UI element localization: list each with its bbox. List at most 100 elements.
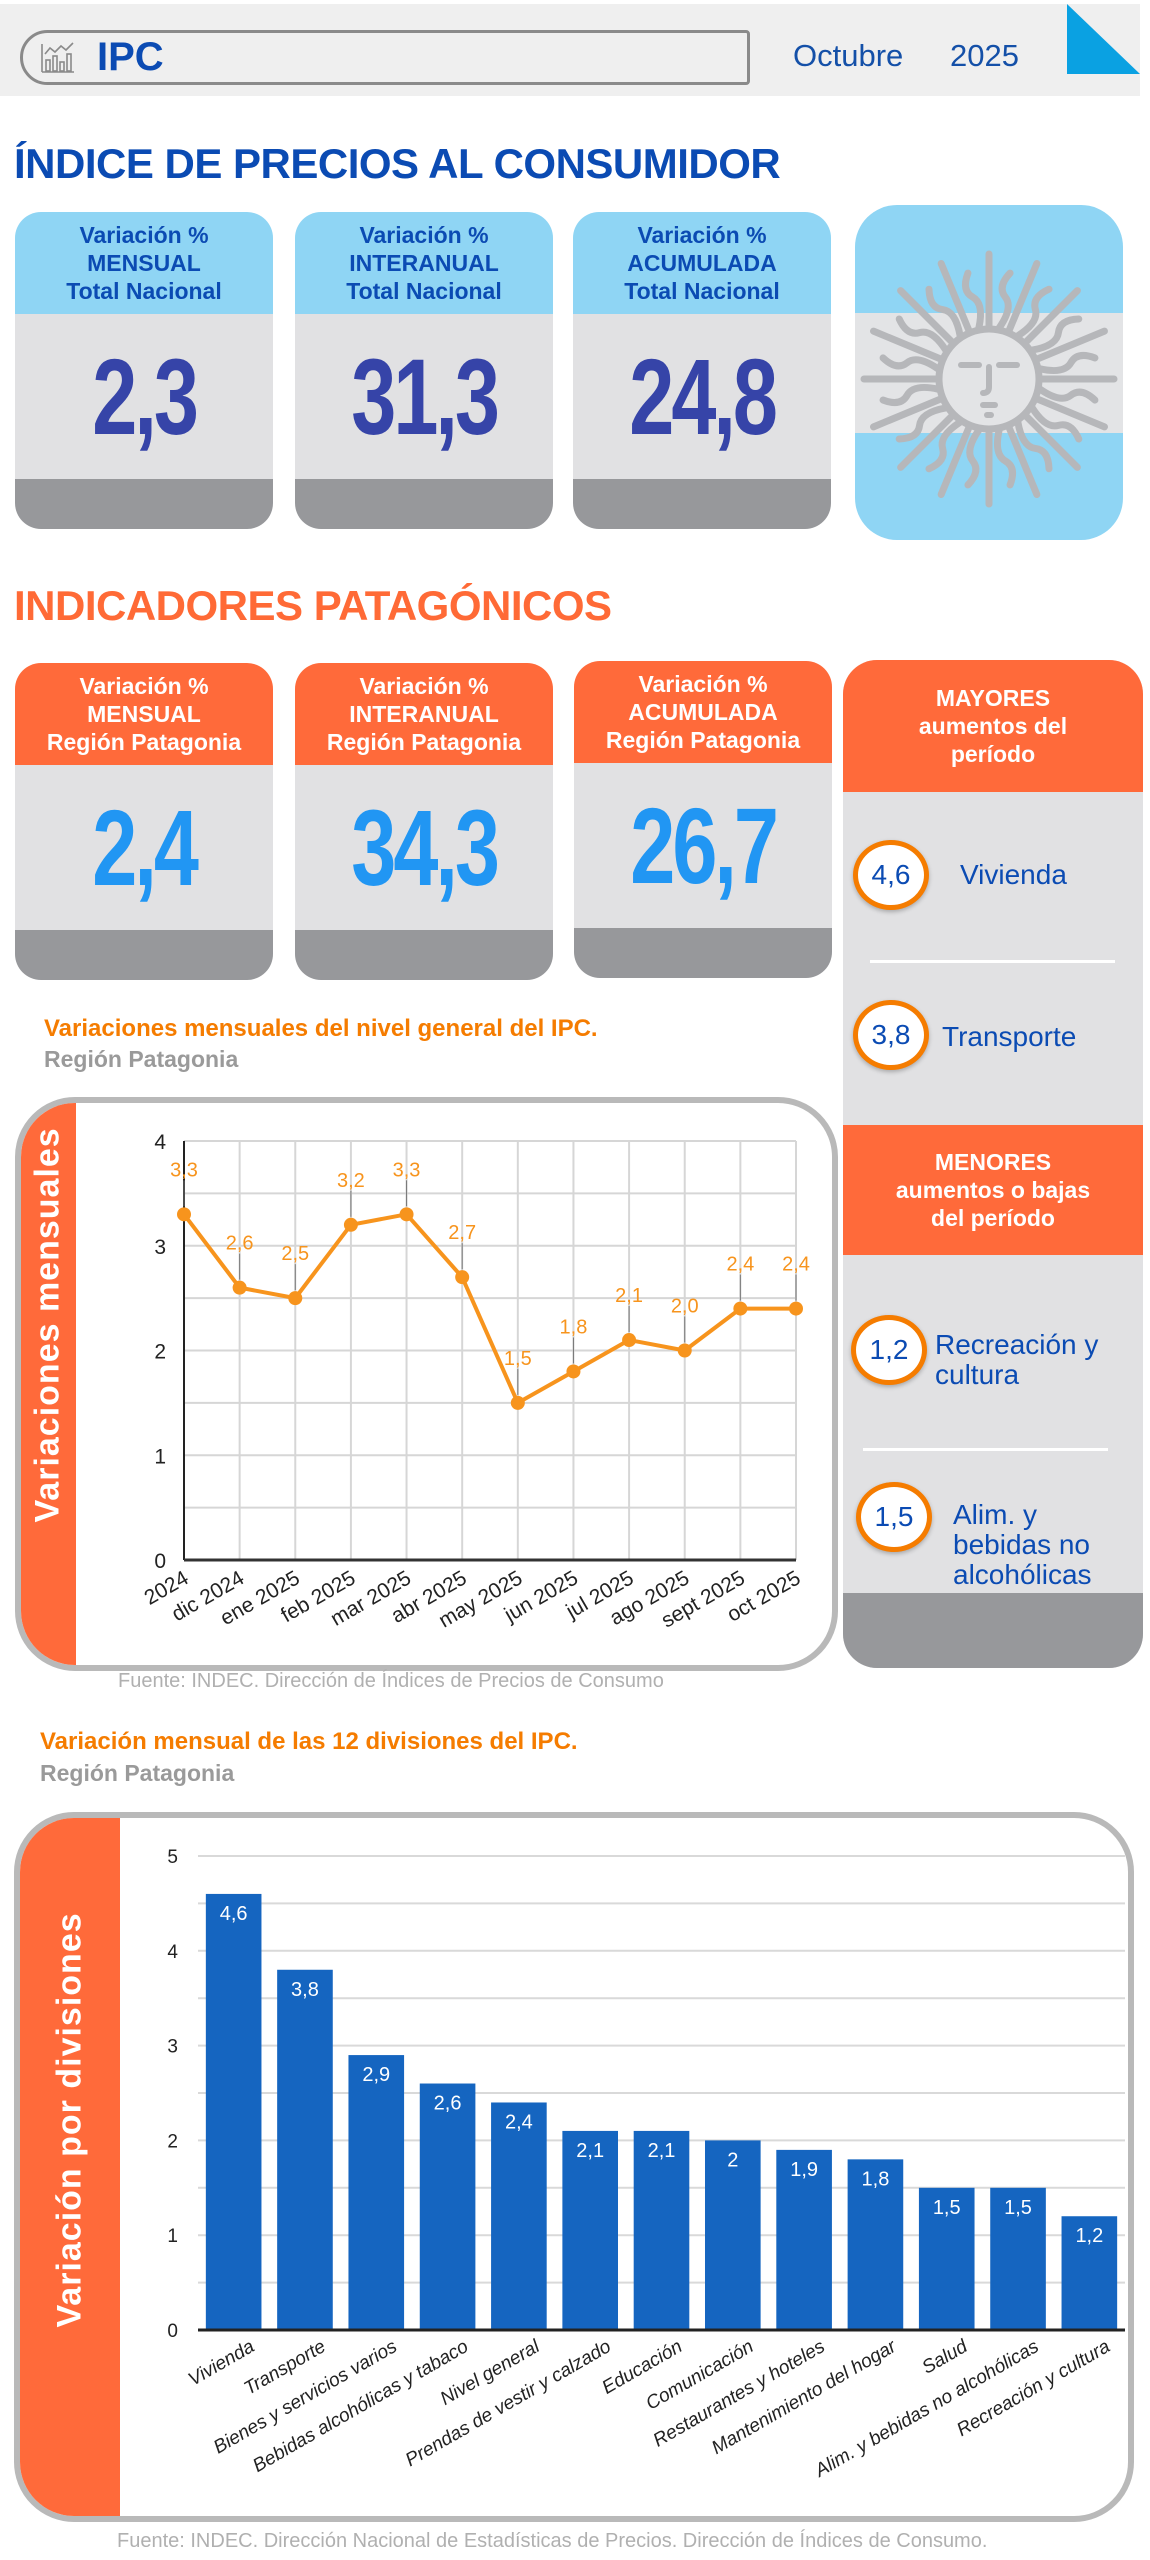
y-tick-label: 1: [167, 2226, 178, 2247]
line-chart-title: Variaciones mensuales del nivel general …: [44, 1015, 598, 1042]
bar: [633, 2130, 690, 2330]
kpi-value: 24,8: [629, 336, 778, 457]
kpi-label: MENSUAL: [87, 701, 201, 727]
kpi-card-patagonia-monthly: Variación % MENSUAL Región Patagonia 2,4: [15, 663, 273, 980]
data-label: 2,7: [448, 1222, 476, 1244]
sun-ray: [961, 269, 984, 332]
kpi-card-national-accumulated: Variación % ACUMULADA Total Nacional 24,…: [573, 212, 831, 529]
sun-features: [958, 362, 1020, 418]
bar-chart-title: Variación mensual de las 12 divisiones d…: [40, 1728, 578, 1755]
y-tick-label: 4: [154, 1131, 166, 1154]
bar-chart-source: Fuente: INDEC. Dirección Nacional de Est…: [117, 2530, 988, 2552]
bar-value-label: 2,4: [505, 2111, 533, 2133]
sun-ray: [925, 418, 964, 473]
bar: [990, 2187, 1046, 2330]
sun-rays: [860, 250, 1118, 508]
bar-value-label: 2,1: [576, 2140, 604, 2162]
bar-chart-side-tab: [20, 1818, 120, 2516]
data-label: 1,8: [560, 1316, 588, 1338]
y-tick-label: 3: [154, 1236, 166, 1259]
mayores-title: MAYORES: [935, 685, 1051, 711]
data-point: [510, 1395, 525, 1410]
sun-ray: [1036, 351, 1099, 374]
data-point: [455, 1270, 470, 1285]
bar-value-label: 2: [727, 2149, 738, 2171]
bar: [704, 2140, 761, 2330]
kpi-label: MENSUAL: [87, 250, 201, 276]
line-chart-frame: Variaciones mensuales 0 1 2 3 4 2024 dic 2024 e…: [15, 1097, 838, 1671]
kpi-label: Total Nacional: [624, 278, 780, 304]
kpi-label: INTERANUAL: [349, 701, 499, 727]
bar-value-label: 1,9: [790, 2159, 818, 2181]
kpi-label: Variación %: [79, 222, 209, 248]
menores-title: MENORES: [934, 1149, 1052, 1175]
kpi-card-patagonia-accumulated: Variación % ACUMULADA Región Patagonia 2…: [574, 661, 832, 978]
bar-value-label: 2,6: [434, 2093, 462, 2115]
sun-ray: [895, 404, 950, 443]
sun-ray: [1036, 385, 1099, 404]
kpi-label: Variación %: [79, 673, 209, 699]
kpi-label: Total Nacional: [346, 278, 502, 304]
bar-value-label: 2,9: [362, 2064, 390, 2086]
bar: [348, 2055, 405, 2330]
menores-subtitle: aumentos o bajas: [895, 1177, 1091, 1203]
kpi-value: 31,3: [351, 336, 500, 457]
bar: [1061, 2216, 1118, 2330]
bar-value-label: 3,8: [291, 1979, 319, 2001]
sol-de-mayo-icon: [860, 250, 1118, 508]
bar: [776, 2149, 832, 2330]
line-chart-ylabel: Variaciones mensuales: [28, 1127, 67, 1523]
bar-chart: 0123454,6Vivienda3,8Transporte2,9Bienes …: [167, 1847, 1125, 2482]
sun-ray: [870, 327, 945, 363]
sun-ray: [1014, 418, 1053, 473]
kpi-value: 34,3: [351, 787, 500, 908]
sun-ray: [1022, 412, 1081, 471]
chart-growth-icon: [41, 42, 74, 73]
mayores-value-badge: 3,8: [853, 1000, 929, 1070]
kpi-value: 2,3: [92, 336, 199, 457]
menores-header: MENORES aumentos o bajas del período: [843, 1125, 1143, 1255]
bar-value-label: 4,6: [220, 1903, 248, 1925]
data-point: [566, 1364, 581, 1379]
menores-division-label: Alim. y bebidas no alcohólicas: [953, 1499, 1092, 1590]
data-label: 3,2: [337, 1170, 365, 1192]
y-tick-label: 4: [167, 1942, 178, 1963]
menores-value-badge: 1,5: [856, 1482, 932, 1552]
sun-ray: [937, 423, 973, 498]
bar-chart-frame: Variación por divisiones 0 1 2 3 4 5 4,6 Vivien…: [14, 1812, 1134, 2522]
bar-value-label: 1,8: [862, 2168, 890, 2190]
menores-division-label: Recreación y cultura: [935, 1329, 1099, 1390]
data-label: 2,4: [782, 1254, 810, 1276]
sun-ray: [995, 269, 1014, 332]
mayores-header: MAYORES aumentos del período: [843, 660, 1143, 792]
sun-ray: [1028, 315, 1083, 354]
data-point: [677, 1343, 692, 1358]
line-chart-source: Fuente: INDEC. Dirección de Índices de P…: [118, 1670, 664, 1692]
data-label: 3,3: [393, 1159, 421, 1181]
bar: [277, 1969, 333, 2330]
bar: [562, 2130, 619, 2330]
line-chart-side-tab: [21, 1103, 76, 1665]
bar: [847, 2159, 904, 2330]
sun-ray: [1033, 327, 1108, 363]
data-label: 3,3: [170, 1159, 198, 1181]
bar-chart-subtitle: Región Patagonia: [40, 1760, 235, 1786]
data-label: 2,4: [726, 1254, 754, 1276]
sun-ray: [1033, 395, 1108, 431]
sun-ray: [1005, 423, 1041, 498]
bar: [918, 2187, 975, 2330]
y-tick-label: 1: [154, 1445, 166, 1468]
line-chart-subtitle: Región Patagonia: [44, 1046, 239, 1072]
series-line: [182, 1212, 796, 1405]
sun-ray: [1005, 260, 1041, 335]
bar-chart-ylabel: Variación por divisiones: [50, 1912, 89, 2328]
kpi-label: ACUMULADA: [628, 699, 778, 725]
kpi-card-national-monthly: Variación % MENSUAL Total Nacional 2,3: [15, 212, 273, 529]
sun-ray: [937, 260, 973, 335]
bar-value-label: 1,5: [1004, 2197, 1032, 2219]
kpi-label: Región Patagonia: [326, 729, 522, 755]
mayores-division-label: Vivienda: [960, 859, 1067, 890]
data-point: [789, 1301, 803, 1316]
report-month: Octubre: [793, 38, 904, 73]
y-tick-label: 2: [154, 1341, 166, 1364]
